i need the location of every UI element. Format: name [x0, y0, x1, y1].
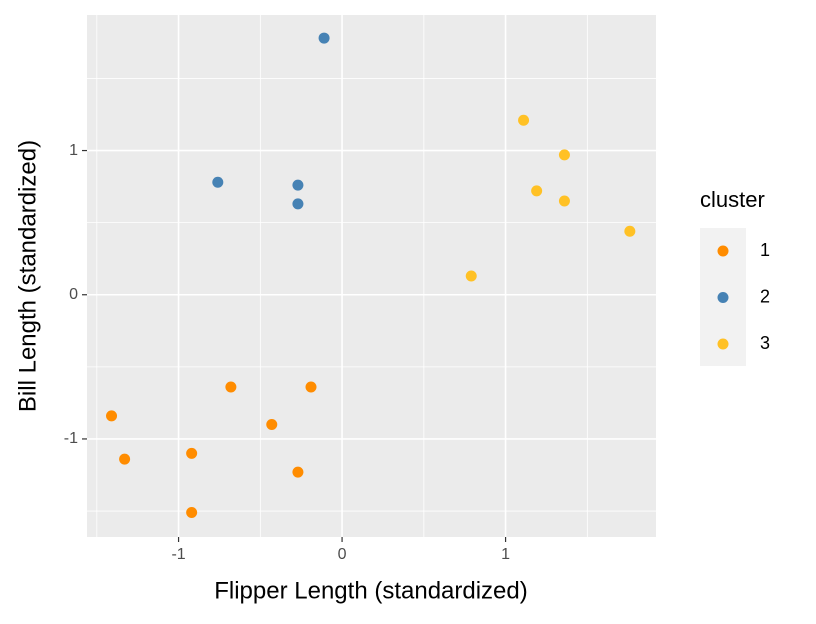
point — [186, 506, 198, 518]
y-tick-label: 1 — [69, 142, 78, 159]
legend-key — [717, 245, 729, 257]
point — [558, 149, 570, 161]
point — [624, 225, 636, 237]
point — [212, 176, 224, 188]
point — [518, 114, 530, 126]
point — [119, 453, 131, 465]
point — [186, 447, 198, 459]
x-tick-label: 1 — [501, 546, 510, 563]
legend-title: cluster — [700, 187, 765, 212]
point — [292, 179, 304, 191]
y-tick-label: -1 — [64, 430, 78, 447]
point — [292, 466, 304, 478]
point — [266, 419, 278, 431]
point — [225, 381, 237, 393]
point — [292, 198, 304, 210]
point — [305, 381, 317, 393]
point — [106, 410, 118, 422]
legend-key — [717, 292, 729, 303]
legend-label: 2 — [760, 286, 770, 306]
legend-label: 1 — [760, 240, 770, 260]
point — [318, 32, 330, 44]
x-tick-label: -1 — [171, 546, 185, 563]
y-tick-label: 0 — [69, 286, 78, 303]
x-tick-label: 0 — [338, 546, 347, 563]
point — [558, 195, 570, 207]
x-axis-title: Flipper Length (standardized) — [214, 577, 528, 604]
point — [465, 270, 477, 282]
legend-key — [717, 338, 729, 350]
legend-label: 3 — [760, 333, 770, 353]
panel — [87, 15, 656, 537]
y-axis-title: Bill Length (standardized) — [14, 140, 41, 412]
point — [531, 185, 543, 197]
